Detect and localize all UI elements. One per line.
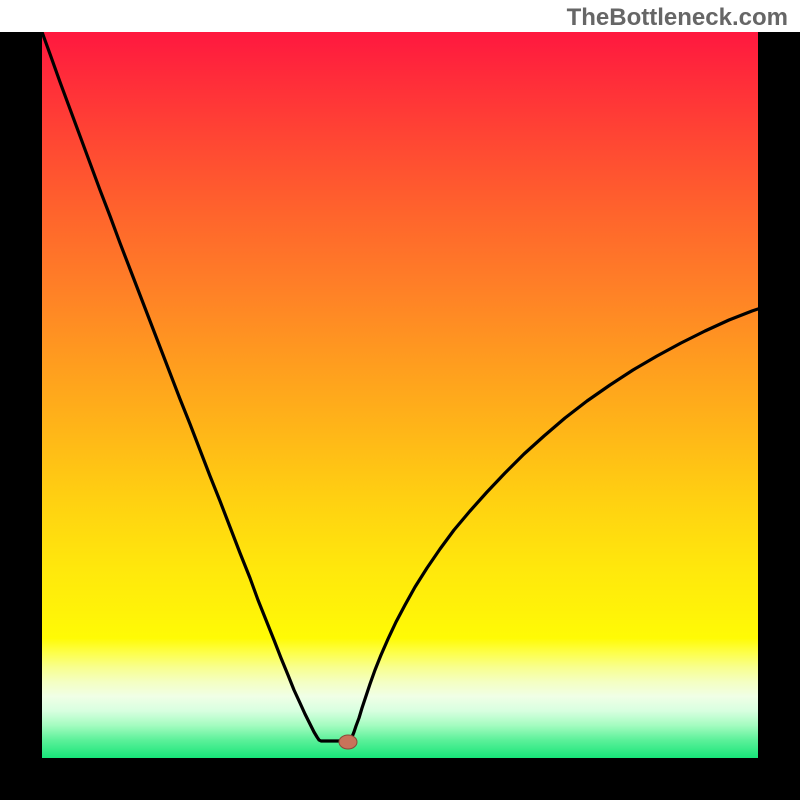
frame-right-2	[758, 32, 800, 800]
watermark: TheBottleneck.com	[567, 4, 788, 32]
apex-marker	[339, 735, 357, 749]
frame-left-final	[0, 32, 42, 800]
frame-bottom	[0, 758, 800, 800]
plot-background	[42, 32, 758, 758]
bottleneck-chart	[0, 0, 800, 800]
